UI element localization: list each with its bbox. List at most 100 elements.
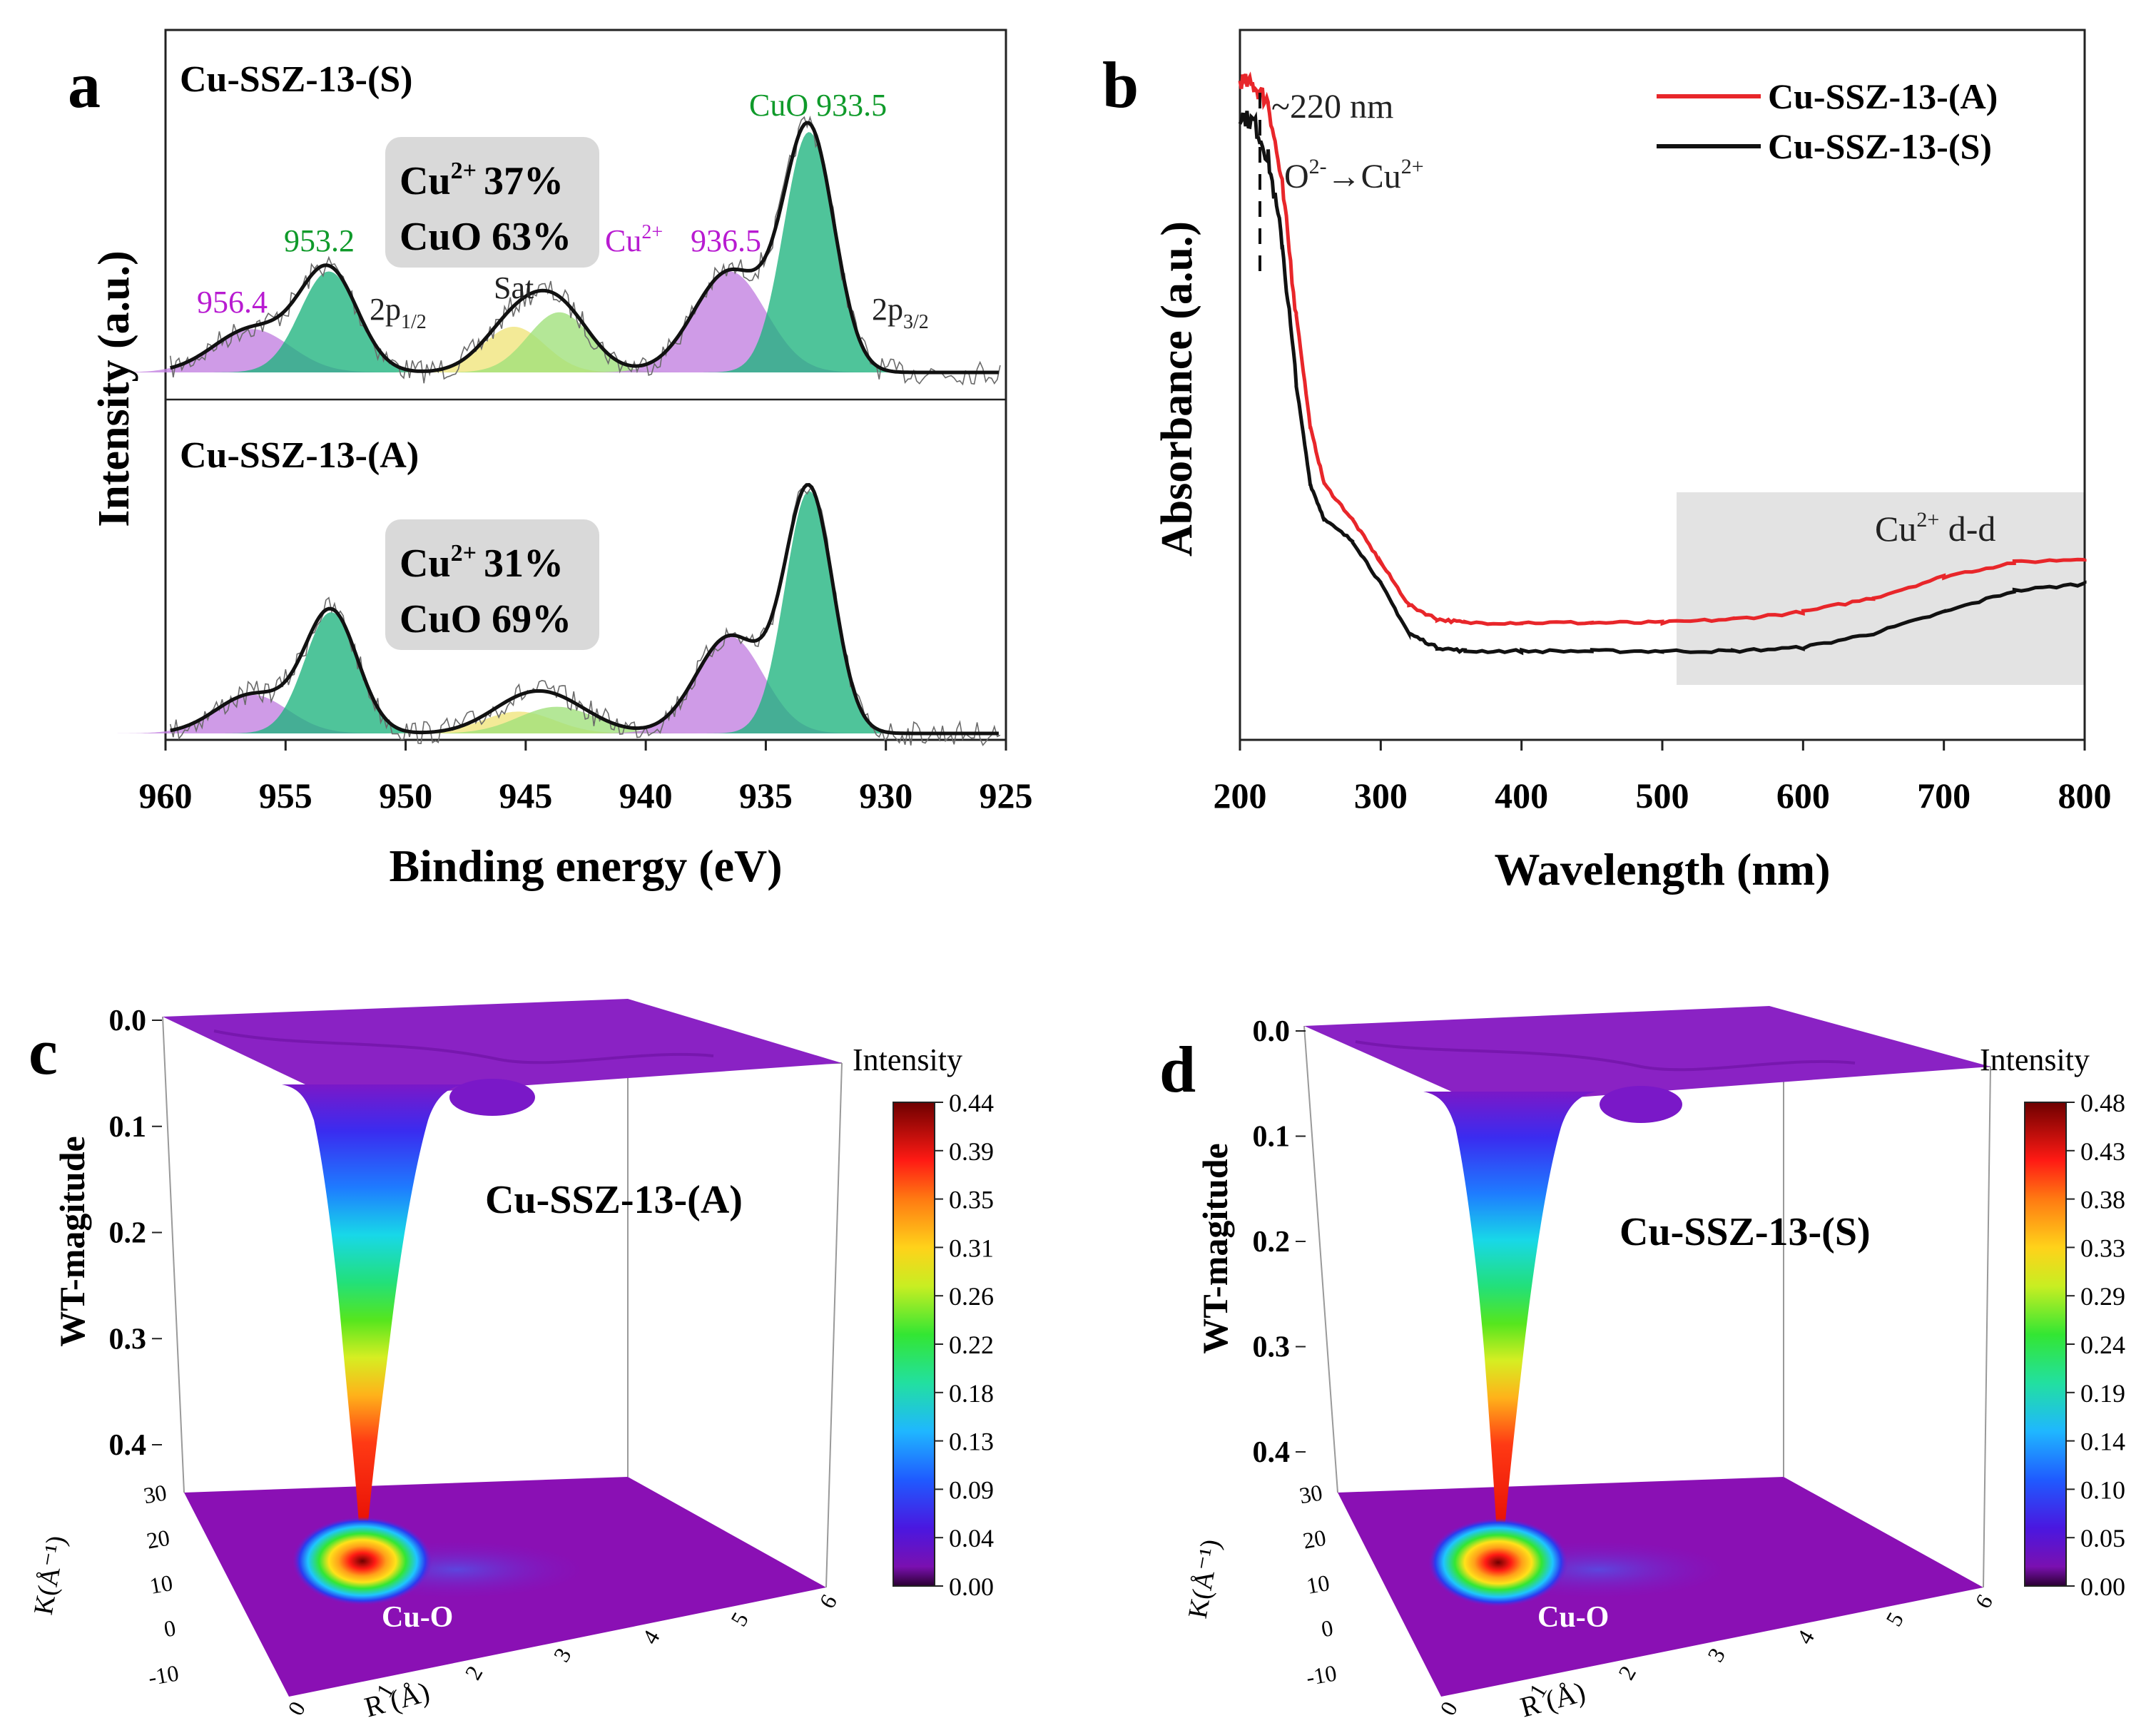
xps-top-sample-label: Cu-SSZ-13-(S) (180, 59, 413, 100)
uv-line-1 (1238, 111, 2087, 656)
xps-annot-953: 953.2 (284, 223, 355, 258)
uv-tick-label-4: 600 (1776, 776, 1830, 815)
wt-d-cb-tick-label-4: 0.29 (2080, 1282, 2125, 1311)
wt-d-k-ticks: 30 20 10 0 -10 (1297, 1479, 1338, 1690)
wt-c-cb-tick-label-6: 0.18 (949, 1379, 994, 1408)
xps-peak-1-3 (384, 706, 728, 733)
xps-peak-1-1 (212, 612, 448, 733)
xps-top-ratio-cuo: CuO 63% (400, 215, 571, 259)
xps-bottom-sample-label: Cu-SSZ-13-(A) (180, 435, 419, 476)
xps-annot-cuo933: CuO 933.5 (749, 88, 887, 123)
wt-d-cb-tick-label-1: 0.43 (2080, 1137, 2125, 1166)
uv-tick-label-5: 700 (1917, 776, 1971, 815)
wt-c-k-tick-label-0: 30 (141, 1479, 168, 1508)
xps-bottom-plot (90, 482, 1001, 746)
wt-d-k-tick-label-0: 30 (1297, 1479, 1324, 1508)
wt-d-cb-tick-label-10: 0.00 (2080, 1572, 2125, 1601)
xps-bottom-ratio-box (385, 519, 599, 650)
wt-c-k-tick-label-1: 20 (145, 1525, 172, 1554)
wt-d-edge-back-right (1983, 1066, 1991, 1588)
wt-d-r-tick-label-6: 6 (1970, 1590, 1998, 1613)
uv-tick-label-1: 300 (1354, 776, 1408, 815)
xps-bottom-ratio-cu2: Cu2+ 31% (400, 540, 564, 586)
xps-tick-label-6: 930 (859, 776, 912, 815)
wt-d-top-ripples (1355, 1040, 1856, 1072)
xps-x-ticks: 960 955 950 945 940 935 930 925 (139, 740, 1033, 815)
wt-c-cb-tick-label-7: 0.13 (949, 1428, 994, 1456)
wt-d-z-tick-label-1: 0.1 (1253, 1121, 1291, 1154)
uv-annot-220: ~220 nm (1271, 88, 1393, 126)
panel-b: b ~220 nm O2-→Cu2+ Cu2+ d-d Cu-SSZ-13-(A… (1102, 29, 2112, 895)
xps-envelope-1 (170, 482, 999, 736)
wt-c-cb-tick-label-5: 0.22 (949, 1331, 994, 1359)
wt-d-z-tick-label-2: 0.2 (1253, 1226, 1291, 1259)
uv-tick-label-2: 400 (1495, 776, 1548, 815)
panel-b-label: b (1102, 49, 1139, 121)
wt-c-k-tick-label-4: -10 (146, 1660, 180, 1690)
xps-annot-sat: Sat (494, 270, 534, 305)
wt-c-r-tick-label-4: 4 (637, 1626, 665, 1649)
wt-c-edge-back-left (162, 1016, 185, 1493)
wt-d-floor-hotspot (1428, 1518, 1568, 1607)
wt-c-z-tick-label-2: 0.2 (109, 1217, 147, 1250)
wt-d-r-tick-label-3: 3 (1702, 1644, 1730, 1667)
wt-d-z-axis-label: WT-magitude (1195, 1143, 1235, 1353)
wt-d-colorbar-ticks: 0.48 0.43 0.38 0.33 0.29 0.24 0.19 0.14 0.10 0.05… (2066, 1089, 2125, 1601)
wt-d-r-tick-label-5: 5 (1881, 1608, 1908, 1631)
xps-peak-0-2 (373, 327, 652, 372)
panel-d-label: d (1159, 1033, 1196, 1106)
wt-c-k-tick-label-3: 0 (162, 1615, 178, 1642)
wt-d-funnel (1423, 1092, 1597, 1555)
uv-annot-dd: Cu2+ d-d (1875, 508, 1995, 549)
wt-d-r-tick-label-2: 2 (1613, 1662, 1641, 1684)
xps-envelope-0 (170, 121, 999, 375)
panel-a-frame (164, 29, 1007, 741)
wt-c-cb-tick-label-10: 0.00 (949, 1572, 994, 1601)
wt-c-cb-tick-label-1: 0.39 (949, 1137, 994, 1166)
wt-c-r-tick-label-3: 3 (548, 1644, 576, 1667)
xps-peak-1-4 (578, 636, 879, 733)
uv-legend-label-a: Cu-SSZ-13-(A) (1768, 76, 1998, 116)
panel-a: a Cu-SSZ-13-(S) Cu-SSZ-13-(A) Cu2+ 37% Cu… (68, 29, 1033, 891)
wt-d-title: Cu-SSZ-13-(S) (1619, 1210, 1871, 1254)
wt-c-top-ripples (213, 1030, 714, 1064)
wt-c-z-tick-label-4: 0.4 (109, 1429, 147, 1462)
xps-annot-cu2-label: Cu2+ (605, 221, 663, 258)
panel-c-label: c (29, 1015, 58, 1088)
wt-d-cb-tick-label-2: 0.38 (2080, 1186, 2125, 1214)
xps-peak-0-1 (199, 271, 457, 372)
wt-c-cb-tick-label-4: 0.26 (949, 1282, 994, 1311)
xps-tick-label-1: 955 (259, 776, 312, 815)
uv-tick-label-0: 200 (1214, 776, 1267, 815)
wt-c-colorbar-ticks: 0.44 0.39 0.35 0.31 0.26 0.22 0.18 0.13 0.09 0.04… (935, 1089, 994, 1601)
uv-x-ticks: 200 300 400 500 600 700 800 (1214, 740, 2112, 815)
uv-tick-label-3: 500 (1636, 776, 1689, 815)
wt-d-cb-tick-label-7: 0.14 (2080, 1428, 2125, 1456)
wt-d-z-tick-label-3: 0.3 (1253, 1331, 1291, 1364)
wt-d-r-tick-label-0: 0 (1435, 1697, 1463, 1720)
wt-c-colorbar-title: Intensity (853, 1042, 962, 1077)
wt-c-edge-back-right (825, 1062, 843, 1588)
wt-d-z-ticks: 0.0 0.1 0.2 0.3 0.4 (1253, 1015, 1306, 1469)
wt-c-r-tick-label-5: 5 (726, 1608, 753, 1631)
xps-tick-label-0: 960 (139, 776, 193, 815)
wt-c-k-ticks: 30 20 10 0 -10 (141, 1479, 180, 1690)
xps-annot-9365: 936.5 (691, 223, 761, 258)
wt-c-z-ticks: 0.0 0.1 0.2 0.3 0.4 (109, 1005, 162, 1462)
xps-bottom-ratio-cuo: CuO 69% (400, 597, 571, 641)
xps-tick-label-5: 935 (739, 776, 793, 815)
wt-c-cb-tick-label-3: 0.31 (949, 1234, 994, 1262)
panel-a-label: a (68, 49, 101, 121)
wt-c-top-plane (163, 999, 842, 1099)
xps-peak-1-0 (90, 694, 412, 733)
wt-d-cb-tick-label-5: 0.24 (2080, 1331, 2125, 1359)
xps-top-ratio-cu2: Cu2+ 37% (400, 158, 564, 203)
xps-y-axis-label: Intensity (a.u.) (90, 250, 138, 527)
wt-d-r-tick-label-4: 4 (1791, 1626, 1819, 1649)
xps-tick-label-2: 950 (379, 776, 432, 815)
xps-peak-0-0 (78, 329, 423, 372)
xps-top-ratio-box (385, 137, 599, 268)
wt-d-cb-tick-label-8: 0.10 (2080, 1475, 2125, 1504)
wt-d-k-axis-label: K(Å⁻¹) (1183, 1537, 1226, 1620)
wt-d-cb-tick-label-3: 0.33 (2080, 1234, 2125, 1262)
